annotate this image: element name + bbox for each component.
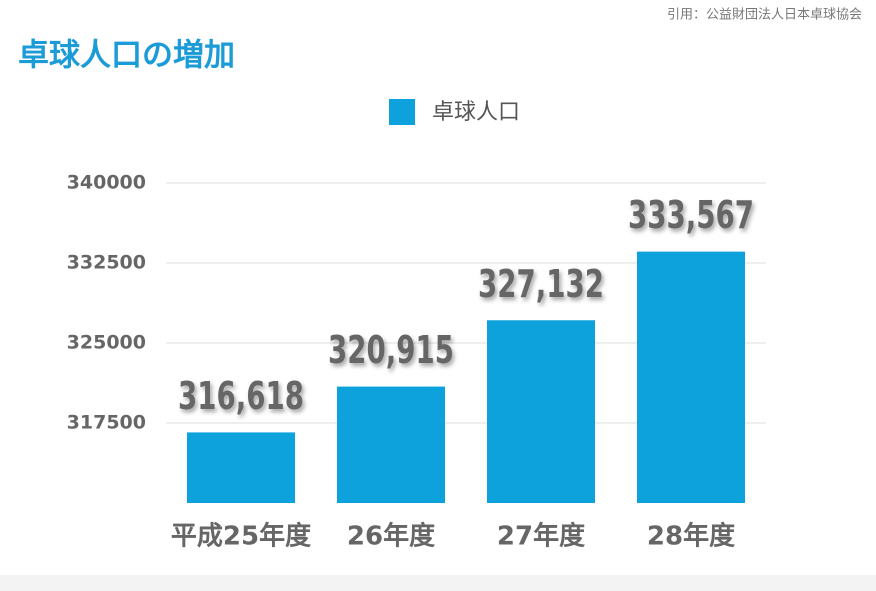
legend-label: 卓球人口 — [432, 100, 520, 125]
value-label: 320,915 — [328, 328, 454, 372]
value-label: 327,132 — [478, 262, 604, 306]
y-tick-label: 325000 — [67, 332, 146, 354]
y-tick-label: 317500 — [67, 412, 146, 434]
x-tick-label: 27年度 — [497, 521, 585, 552]
y-tick-label: 332500 — [67, 252, 146, 274]
footer-band — [0, 575, 876, 591]
value-label: 316,618 — [178, 374, 304, 418]
source-note: 引用：公益財団法人日本卓球協会 — [667, 8, 862, 23]
x-tick-label: 平成25年度 — [171, 521, 311, 552]
bar — [487, 320, 595, 503]
x-tick-label: 26年度 — [347, 521, 435, 552]
bar — [337, 386, 445, 503]
y-tick-label: 340000 — [67, 172, 146, 194]
bar — [637, 251, 745, 503]
legend-swatch — [389, 99, 415, 125]
x-tick-label: 28年度 — [647, 521, 735, 552]
value-label: 333,567 — [628, 193, 754, 237]
bar — [187, 432, 295, 503]
chart-title: 卓球人口の増加 — [18, 38, 235, 74]
